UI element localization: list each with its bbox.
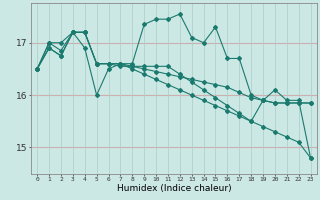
X-axis label: Humidex (Indice chaleur): Humidex (Indice chaleur) bbox=[116, 184, 231, 193]
